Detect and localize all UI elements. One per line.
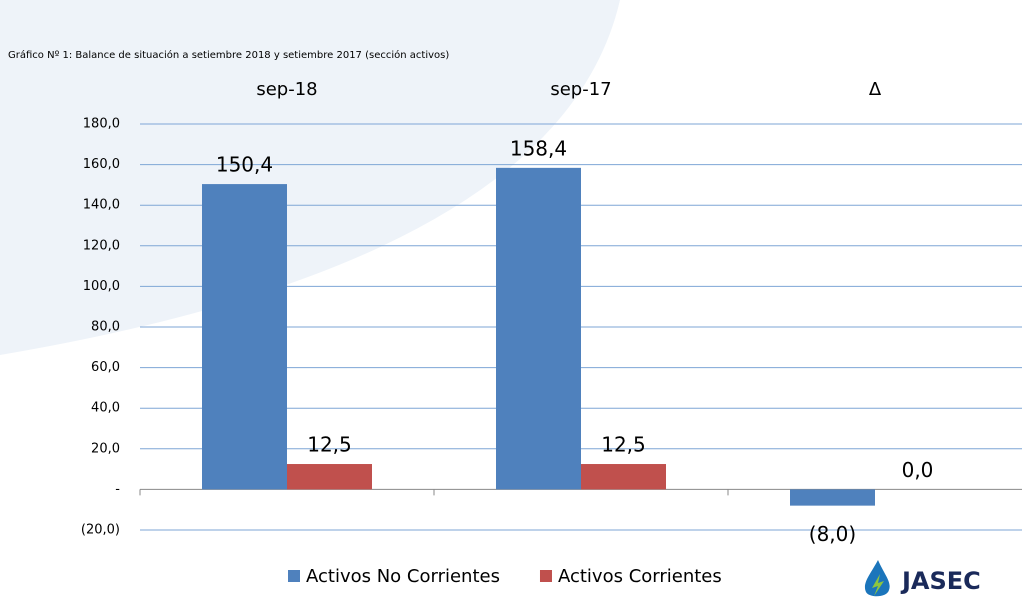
value-label: 0,0 [902,458,934,482]
logo: JASEC [864,560,981,597]
y-tick-label: 140,0 [83,198,120,213]
value-label: 150,4 [216,153,273,177]
y-tick-label: 40,0 [91,401,120,416]
chart-title: Gráfico Nº 1: Balance de situación a set… [8,49,449,61]
y-tick-label: 100,0 [83,279,120,294]
bar [287,464,372,490]
bar [496,167,581,490]
y-tick-label: 160,0 [83,157,120,172]
bar [790,489,875,506]
y-tick-label: 20,0 [91,441,120,456]
logo-bolt [872,574,884,596]
bar [581,464,666,490]
value-label: 12,5 [307,433,352,457]
y-tick-label: 60,0 [91,360,120,375]
logo-text: JASEC [900,567,981,595]
category-label: Δ [869,79,882,100]
y-tick-label: - [115,482,120,497]
legend-label: Activos No Corrientes [306,566,500,587]
y-tick-label: 180,0 [83,117,120,132]
legend-swatch [539,570,552,582]
value-label: 158,4 [510,136,567,160]
y-tick-label: 80,0 [91,320,120,335]
background-shape [0,0,620,355]
category-label: sep-17 [550,79,611,100]
value-label: (8,0) [809,522,856,546]
y-tick-label: (20,0) [81,523,120,538]
y-tick-label: 120,0 [83,238,120,253]
logo-drop [864,560,890,597]
bar [202,184,287,490]
legend-swatch [288,570,300,582]
legend-label: Activos Corrientes [558,566,722,587]
value-label: 12,5 [601,433,646,457]
category-label: sep-18 [256,79,317,100]
